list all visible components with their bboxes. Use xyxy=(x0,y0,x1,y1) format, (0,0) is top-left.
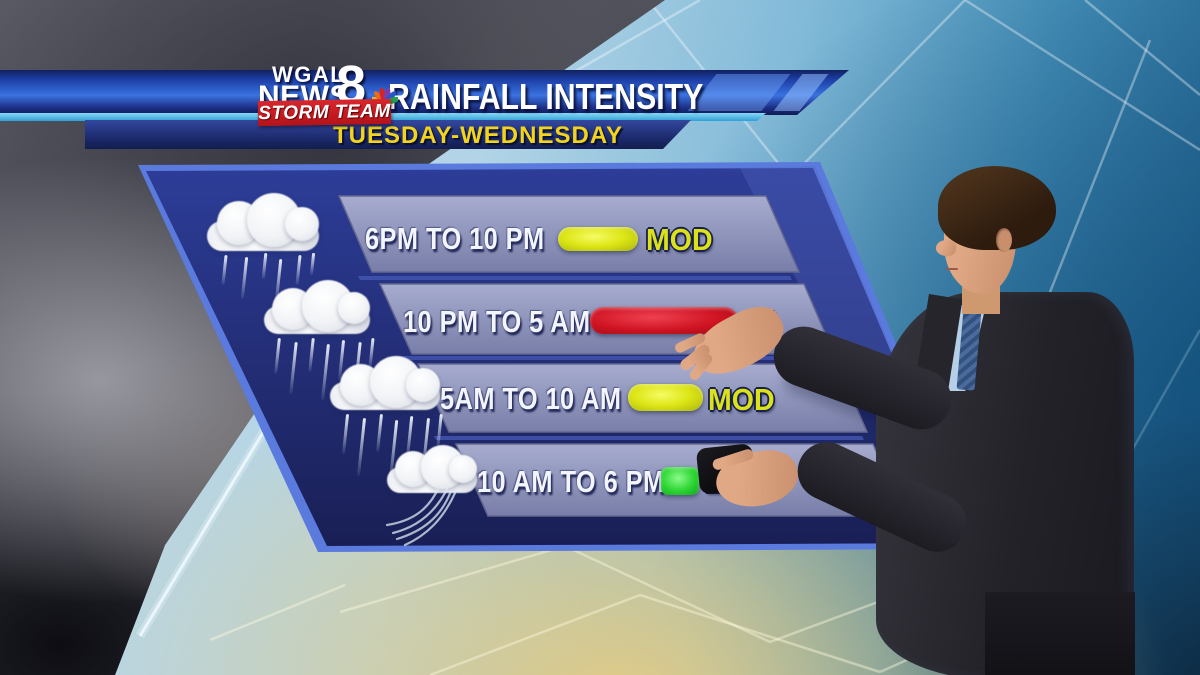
rain-cloud-light-icon xyxy=(385,445,495,547)
time-period-label: 10 PM TO 5 AM xyxy=(403,304,591,339)
header: TUESDAY-WEDNESDAY RAINFALL INTENSITY WGA… xyxy=(0,0,1200,160)
intensity-value-label: MOD xyxy=(646,222,713,257)
title-bar xyxy=(0,70,849,115)
storm-team-label: STORM TEAM xyxy=(258,100,391,125)
intensity-bar-low xyxy=(661,467,699,495)
presenter-mouth xyxy=(946,268,958,270)
panel-sheen xyxy=(740,166,905,382)
intensity-bar-moderate xyxy=(628,384,703,411)
time-period-label: 6PM TO 10 PM xyxy=(365,221,545,256)
rain-cloud-moderate-icon xyxy=(205,193,335,304)
rain-cloud-moderate-icon xyxy=(328,356,463,482)
row-separator xyxy=(358,276,792,280)
row-separator xyxy=(434,436,864,440)
time-period-label: 5AM TO 10 AM xyxy=(440,381,622,416)
light-rain-wisps xyxy=(385,485,457,547)
call-letters: WGAL xyxy=(272,62,346,87)
rain-cloud-heavy-icon xyxy=(262,280,392,401)
intensity-bar-moderate xyxy=(558,227,638,251)
presenter-ear xyxy=(996,228,1012,252)
page-title: RAINFALL INTENSITY xyxy=(388,76,704,117)
intensity-value-label: MOD xyxy=(708,382,775,417)
presenter-legs xyxy=(985,592,1135,675)
storm-team-banner: STORM TEAM xyxy=(257,98,392,127)
date-range-bar: TUESDAY-WEDNESDAY xyxy=(85,120,691,149)
time-period-label: 10 AM TO 6 PM xyxy=(477,464,665,499)
date-range-text: TUESDAY-WEDNESDAY xyxy=(333,122,623,149)
